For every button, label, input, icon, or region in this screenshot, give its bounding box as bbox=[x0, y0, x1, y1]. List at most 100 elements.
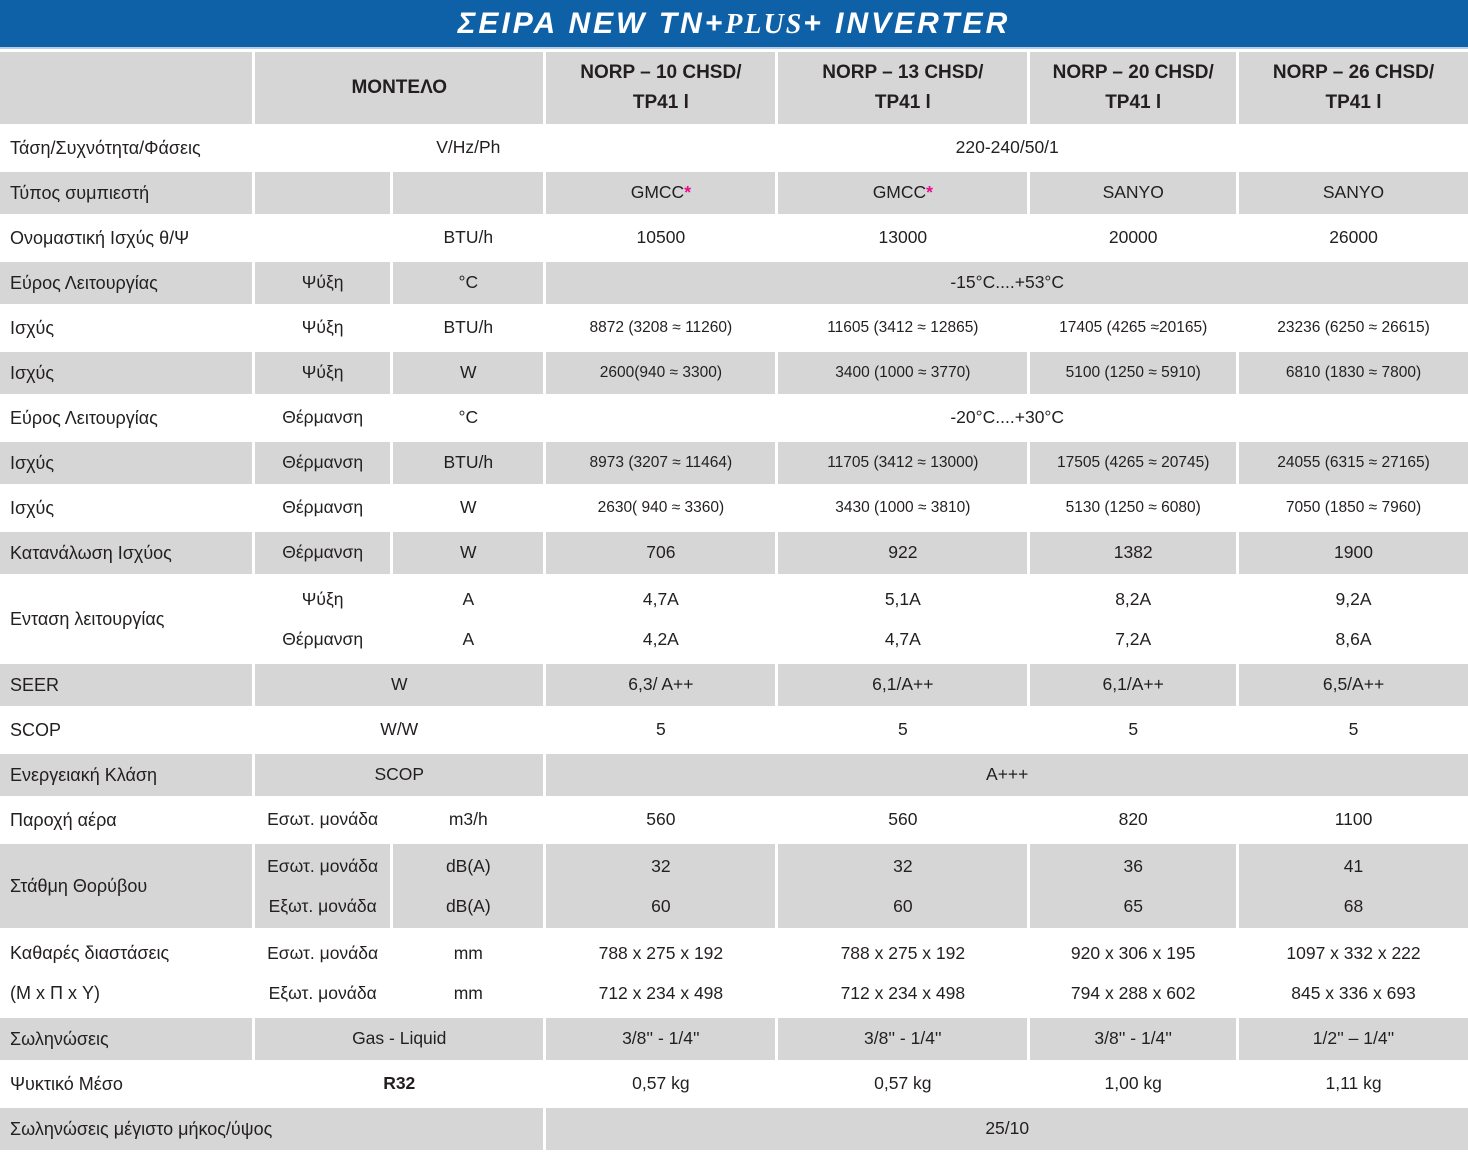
model-column-header-4: NORP – 26 CHSD/ TP41 l bbox=[1239, 52, 1468, 124]
table-row: Εύρος Λειτουργίας Θέρμανση °C -20°C....+30°… bbox=[0, 397, 1468, 439]
row-unit: °C bbox=[393, 397, 544, 439]
cell-value: 9,2A 8,6A bbox=[1239, 577, 1468, 661]
cell-value: SANYO bbox=[1239, 172, 1468, 214]
row-unit: W bbox=[393, 532, 544, 574]
row-label: Σωληνώσεις μέγιστο μήκος/ύψος bbox=[0, 1108, 544, 1150]
cell-value: 24055 (6315 ≈ 27165) bbox=[1239, 442, 1468, 484]
row-unit bbox=[393, 172, 544, 214]
cell-value: 8872 (3208 ≈ 11260) bbox=[546, 307, 776, 349]
cell-value: 0,57 kg bbox=[778, 1063, 1028, 1105]
cell-value: 3430 (1000 ≈ 3810) bbox=[778, 487, 1028, 529]
row-subspan: SCOP bbox=[255, 754, 544, 796]
cell-value: 6810 (1830 ≈ 7800) bbox=[1239, 352, 1468, 394]
row-sub: Ψύξη bbox=[255, 262, 391, 304]
row-unit: V/Hz/Ph bbox=[393, 127, 544, 169]
corner-cell bbox=[0, 52, 253, 124]
table-row: SEER W 6,3/ A++ 6,1/A++ 6,1/A++ 6,5/A++ bbox=[0, 664, 1468, 706]
cell-value: 3/8'' - 1/4'' bbox=[1030, 1018, 1237, 1060]
row-label: Ψυκτικό Μέσο bbox=[0, 1063, 253, 1105]
table-row: Στάθμη Θορύβου Εσωτ. μονάδα Εξωτ. μονάδα d… bbox=[0, 844, 1468, 928]
cell-value: GMCC* bbox=[546, 172, 776, 214]
cell-value: 20000 bbox=[1030, 217, 1237, 259]
cell-value: 6,1/A++ bbox=[778, 664, 1028, 706]
row-subspan: R32 bbox=[255, 1063, 544, 1105]
cell-value: 3/8'' - 1/4'' bbox=[778, 1018, 1028, 1060]
cell-value: 17505 (4265 ≈ 20745) bbox=[1030, 442, 1237, 484]
model-header-cell: ΜΟΝΤΕΛΟ bbox=[255, 52, 544, 124]
series-title-bar: ΣΕΙΡΑ NEW TN+PLUS+ INVERTER bbox=[0, 0, 1468, 49]
row-sub bbox=[255, 217, 391, 259]
row-unit: BTU/h bbox=[393, 217, 544, 259]
merged-value: 220-240/50/1 bbox=[546, 127, 1468, 169]
table-row: Τάση/Συχνότητα/Φάσεις V/Hz/Ph 220-240/50/1 bbox=[0, 127, 1468, 169]
series-title-post: + INVERTER bbox=[803, 6, 1011, 40]
cell-value: GMCC* bbox=[778, 172, 1028, 214]
cell-value: 26000 bbox=[1239, 217, 1468, 259]
series-title-plus: PLUS bbox=[725, 8, 804, 40]
table-row: Ισχύς Θέρμανση W 2630( 940 ≈ 3360) 3430 (100… bbox=[0, 487, 1468, 529]
cell-value: 920 x 306 x 195 794 x 288 x 602 bbox=[1030, 931, 1237, 1015]
table-row: SCOP W/W 5 5 5 5 bbox=[0, 709, 1468, 751]
cell-value: 5100 (1250 ≈ 5910) bbox=[1030, 352, 1237, 394]
row-label: Ισχύς bbox=[0, 487, 253, 529]
spec-table: ΜΟΝΤΕΛΟ NORP – 10 CHSD/ TP41 l NORP – 13 … bbox=[0, 49, 1468, 1153]
merged-value: -15°C....+53°C bbox=[546, 262, 1468, 304]
row-sub bbox=[255, 172, 391, 214]
row-label: Ισχύς bbox=[0, 307, 253, 349]
cell-value: 5 bbox=[546, 709, 776, 751]
row-sub: Ψύξη Θέρμανση bbox=[255, 577, 391, 661]
row-label: Τάση/Συχνότητα/Φάσεις bbox=[0, 127, 253, 169]
row-sub: Θέρμανση bbox=[255, 442, 391, 484]
row-label: Τύπος συμπιεστή bbox=[0, 172, 253, 214]
cell-value: 1097 x 332 x 222 845 x 336 x 693 bbox=[1239, 931, 1468, 1015]
table-row: Τύπος συμπιεστή GMCC* GMCC* SANYO SANYO bbox=[0, 172, 1468, 214]
cell-value: 32 60 bbox=[778, 844, 1028, 928]
cell-value: 922 bbox=[778, 532, 1028, 574]
row-label: Ενεργειακή Κλάση bbox=[0, 754, 253, 796]
cell-value: 10500 bbox=[546, 217, 776, 259]
table-row: Σωληνώσεις Gas - Liquid 3/8'' - 1/4'' 3/8''… bbox=[0, 1018, 1468, 1060]
cell-value: 5 bbox=[778, 709, 1028, 751]
spec-table-header: ΜΟΝΤΕΛΟ NORP – 10 CHSD/ TP41 l NORP – 13 … bbox=[0, 52, 1468, 124]
row-sub: Θέρμανση bbox=[255, 397, 391, 439]
table-row: Σωληνώσεις μέγιστο μήκος/ύψος 25/10 bbox=[0, 1108, 1468, 1150]
row-subspan: Gas - Liquid bbox=[255, 1018, 544, 1060]
row-label: Ενταση λειτουργίας bbox=[0, 577, 253, 661]
cell-value: 788 x 275 x 192 712 x 234 x 498 bbox=[778, 931, 1028, 1015]
row-unit: mm mm bbox=[393, 931, 544, 1015]
cell-value: 0,57 kg bbox=[546, 1063, 776, 1105]
cell-value: 36 65 bbox=[1030, 844, 1237, 928]
cell-value: 2600(940 ≈ 3300) bbox=[546, 352, 776, 394]
table-row: Ισχύς Θέρμανση BTU/h 8973 (3207 ≈ 11464) 117… bbox=[0, 442, 1468, 484]
row-sub: Ψύξη bbox=[255, 352, 391, 394]
row-unit: BTU/h bbox=[393, 442, 544, 484]
cell-value: 6,5/A++ bbox=[1239, 664, 1468, 706]
row-unit: dB(A) dB(A) bbox=[393, 844, 544, 928]
cell-value: 8973 (3207 ≈ 11464) bbox=[546, 442, 776, 484]
row-sub: Εσωτ. μονάδα bbox=[255, 799, 391, 841]
cell-value: 706 bbox=[546, 532, 776, 574]
row-subspan: W bbox=[255, 664, 544, 706]
cell-value: 1,11 kg bbox=[1239, 1063, 1468, 1105]
table-row: Ισχύς Ψύξη BTU/h 8872 (3208 ≈ 11260) 11605 (… bbox=[0, 307, 1468, 349]
row-label: Ισχύς bbox=[0, 442, 253, 484]
merged-value: A+++ bbox=[546, 754, 1468, 796]
row-label: SCOP bbox=[0, 709, 253, 751]
row-label: Καθαρές διαστάσεις (Μ x Π x Υ) bbox=[0, 931, 253, 1015]
row-label: Ισχύς bbox=[0, 352, 253, 394]
table-row: Καθαρές διαστάσεις (Μ x Π x Υ) Εσωτ. μονά… bbox=[0, 931, 1468, 1015]
row-unit: A A bbox=[393, 577, 544, 661]
row-label: Εύρος Λειτουργίας bbox=[0, 262, 253, 304]
asterisk-marker: * bbox=[926, 182, 933, 203]
cell-value: 1/2'' – 1/4'' bbox=[1239, 1018, 1468, 1060]
table-row: Κατανάλωση Ισχύος Θέρμανση W 706 922 1382 1900 bbox=[0, 532, 1468, 574]
asterisk-marker: * bbox=[684, 182, 691, 203]
row-sub bbox=[255, 127, 391, 169]
model-column-header-1: NORP – 10 CHSD/ TP41 l bbox=[546, 52, 776, 124]
row-label: Εύρος Λειτουργίας bbox=[0, 397, 253, 439]
cell-value: 6,1/A++ bbox=[1030, 664, 1237, 706]
header-row: ΜΟΝΤΕΛΟ NORP – 10 CHSD/ TP41 l NORP – 13 … bbox=[0, 52, 1468, 124]
table-row: Ενταση λειτουργίας Ψύξη Θέρμανση A A 4,7A 4… bbox=[0, 577, 1468, 661]
row-sub: Θέρμανση bbox=[255, 487, 391, 529]
cell-value: 3400 (1000 ≈ 3770) bbox=[778, 352, 1028, 394]
